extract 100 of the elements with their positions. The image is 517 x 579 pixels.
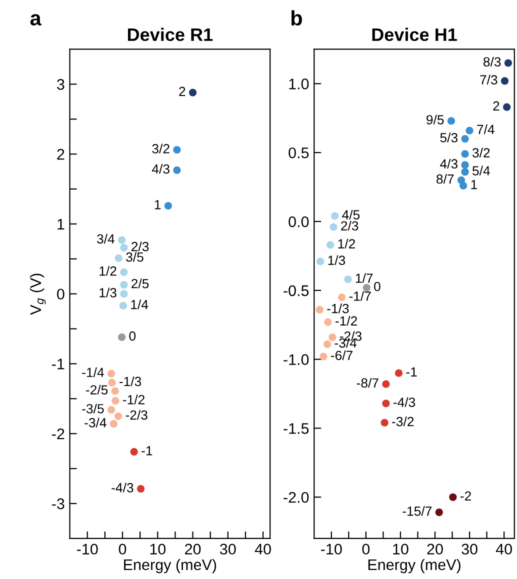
point <box>331 212 339 220</box>
x-tick-label: 0 <box>118 544 126 555</box>
y-tick-label: 1 <box>58 218 64 230</box>
annotation: 5/3 <box>440 132 458 142</box>
point <box>449 493 457 501</box>
annotation: 1/3 <box>100 288 116 298</box>
point <box>188 88 197 96</box>
x-tick-label: 30 <box>462 544 478 555</box>
point <box>461 168 469 176</box>
x-tick-label: 0 <box>362 544 370 555</box>
point <box>362 284 370 292</box>
y-tick-label: -1 <box>52 358 64 370</box>
annotation: -1 <box>142 446 152 456</box>
point <box>338 293 346 302</box>
point <box>326 241 334 249</box>
point <box>344 276 352 284</box>
point <box>382 400 390 408</box>
point <box>136 485 145 493</box>
annotation: 2/3 <box>341 220 358 231</box>
x-tick-label: 40 <box>496 544 512 555</box>
annotation: -1/3 <box>119 376 142 386</box>
point <box>120 290 128 298</box>
annotation: 8/3 <box>483 56 501 67</box>
point <box>119 302 128 310</box>
x-tick-label: 40 <box>254 544 271 555</box>
annotation: -2 <box>460 491 471 501</box>
text: a <box>30 14 42 26</box>
point <box>112 396 120 405</box>
point <box>120 268 128 276</box>
annotation: 0 <box>374 282 380 292</box>
y-tick-label: 3 <box>57 79 64 90</box>
point <box>107 370 116 378</box>
point <box>173 146 181 154</box>
annotation: 5/4 <box>472 166 490 176</box>
point <box>130 448 138 456</box>
point <box>114 412 122 420</box>
point <box>120 280 128 289</box>
x-tick-label: 10 <box>393 544 408 555</box>
chart-title: Device H1 <box>372 28 457 42</box>
x-axis-title: Energy (meV) <box>124 558 216 574</box>
point <box>316 306 324 314</box>
annotation: 1 <box>154 200 161 210</box>
chart-title: Device R1 <box>128 28 213 42</box>
x-tick-label: 20 <box>427 544 443 555</box>
annotation: 1 <box>471 180 477 190</box>
point <box>118 333 126 341</box>
annotation: 1/4 <box>131 300 148 310</box>
x-tick-label: 20 <box>185 544 201 555</box>
point <box>394 369 403 377</box>
point <box>173 166 181 174</box>
annotation: 9/5 <box>426 114 444 124</box>
annotation: 4/5 <box>342 210 360 220</box>
point <box>118 236 126 244</box>
annotation: -8/7 <box>356 378 378 388</box>
annotation: -4/3 <box>112 482 134 492</box>
y-tick-label: -1.5 <box>284 423 309 434</box>
annotation: -15/7 <box>402 506 432 516</box>
annotation: 2/5 <box>132 278 149 288</box>
point <box>323 340 332 348</box>
annotation: 0 <box>129 331 136 341</box>
annotation: 3/5 <box>126 252 144 262</box>
y-tick-label: 0 <box>57 288 64 300</box>
point <box>380 418 388 427</box>
point <box>461 161 469 169</box>
annotation: 3/2 <box>472 148 490 158</box>
annotation: 3/2 <box>152 144 170 154</box>
y-tick-label: -1.0 <box>284 354 309 365</box>
y-tick-label: -3 <box>52 498 64 510</box>
point <box>447 117 456 125</box>
annotation: 4/3 <box>440 158 458 169</box>
point <box>114 254 122 262</box>
annotation: 8/7 <box>436 174 454 184</box>
y-tick-label: 0.5 <box>288 147 309 158</box>
annotation: -6/7 <box>330 350 352 360</box>
x-tick-label: 10 <box>150 544 166 555</box>
y-axis-title: V$_{g}$ (V) <box>30 274 46 315</box>
y-tick-label: 2 <box>57 148 64 160</box>
x-tick-label: 30 <box>220 544 236 555</box>
point <box>504 59 512 67</box>
annotation: 2/3 <box>132 242 149 252</box>
point <box>330 223 338 231</box>
annotation: -2/5 <box>86 384 108 395</box>
annotation: 1/3 <box>328 255 346 265</box>
y-tick-label: -2.0 <box>284 492 309 503</box>
annotation: -1/3 <box>327 304 349 314</box>
point <box>110 420 118 428</box>
annotation: -3/5 <box>82 404 104 414</box>
point <box>120 244 128 252</box>
annotation: -3/2 <box>392 416 414 426</box>
point <box>461 150 469 158</box>
y-tick-label: -2 <box>52 428 64 440</box>
annotation: -2/3 <box>126 410 148 420</box>
point <box>316 258 324 266</box>
x-tick-label: -10 <box>321 544 342 555</box>
point <box>111 387 119 395</box>
point <box>107 406 116 414</box>
point <box>320 352 328 360</box>
point <box>500 77 509 85</box>
annotation: -4/3 <box>393 397 416 407</box>
annotation: -1/4 <box>82 367 104 378</box>
